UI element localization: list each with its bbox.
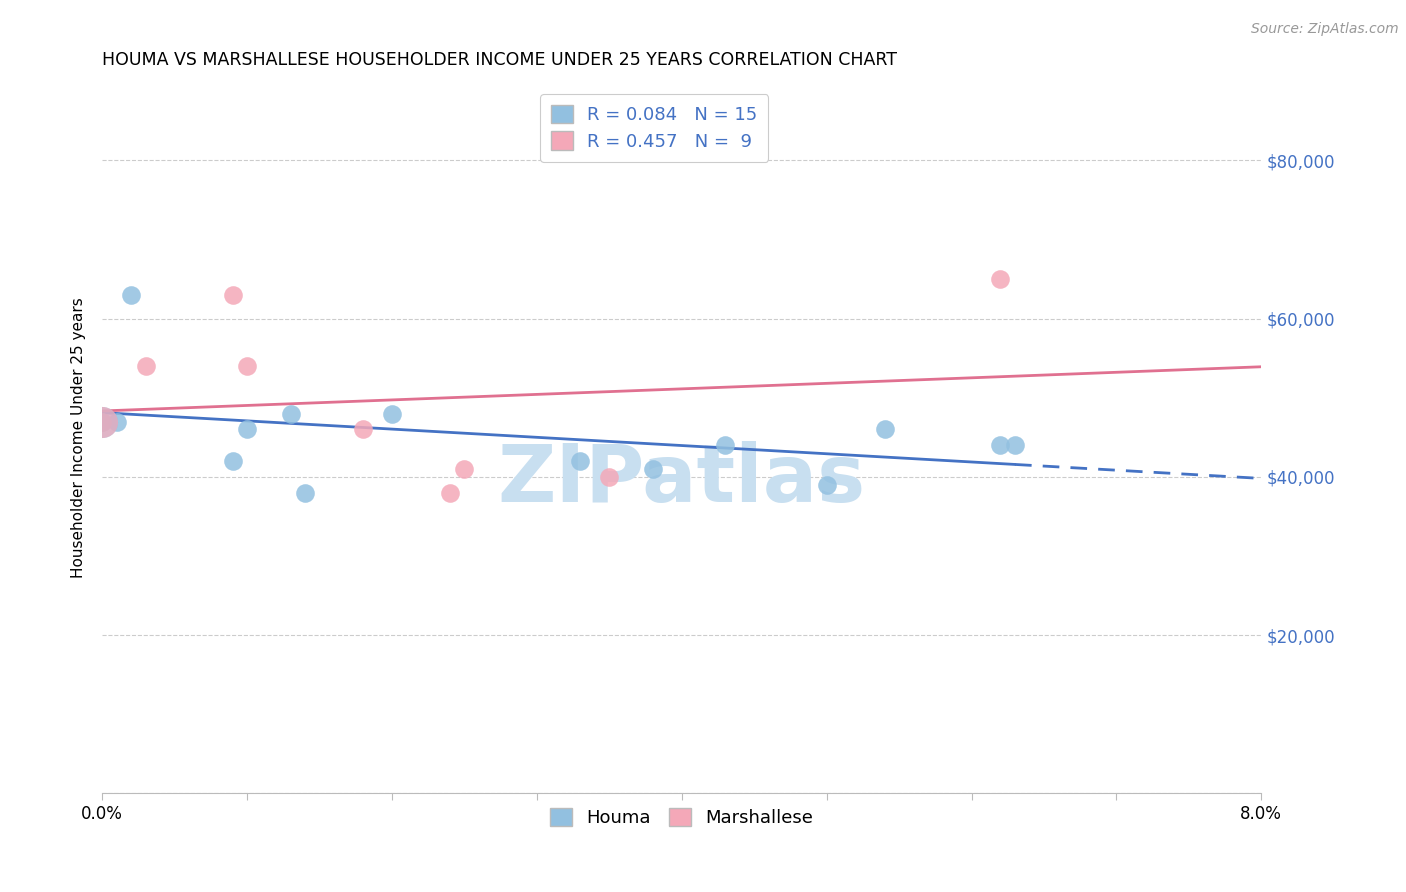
Point — [873, 422, 896, 436]
Point — [236, 422, 259, 436]
Point — [135, 359, 157, 373]
Legend: Houma, Marshallese: Houma, Marshallese — [543, 800, 820, 834]
Point — [381, 407, 404, 421]
Text: HOUMA VS MARSHALLESE HOUSEHOLDER INCOME UNDER 25 YEARS CORRELATION CHART: HOUMA VS MARSHALLESE HOUSEHOLDER INCOME … — [103, 51, 897, 69]
Point — [641, 462, 664, 476]
Point — [453, 462, 475, 476]
Point — [91, 415, 114, 429]
Text: ZIPatlas: ZIPatlas — [498, 441, 866, 519]
Point — [91, 415, 114, 429]
Point — [990, 272, 1012, 286]
Point — [990, 438, 1012, 452]
Point — [221, 288, 243, 302]
Point — [105, 415, 128, 429]
Point — [439, 485, 461, 500]
Point — [815, 478, 838, 492]
Point — [714, 438, 737, 452]
Point — [221, 454, 243, 468]
Point — [280, 407, 302, 421]
Point — [569, 454, 592, 468]
Point — [236, 359, 259, 373]
Point — [352, 422, 374, 436]
Point — [598, 470, 620, 484]
Point — [120, 288, 142, 302]
Y-axis label: Householder Income Under 25 years: Householder Income Under 25 years — [72, 297, 86, 578]
Point — [91, 415, 114, 429]
Text: Source: ZipAtlas.com: Source: ZipAtlas.com — [1251, 22, 1399, 37]
Point — [1004, 438, 1026, 452]
Point — [294, 485, 316, 500]
Point — [91, 415, 114, 429]
